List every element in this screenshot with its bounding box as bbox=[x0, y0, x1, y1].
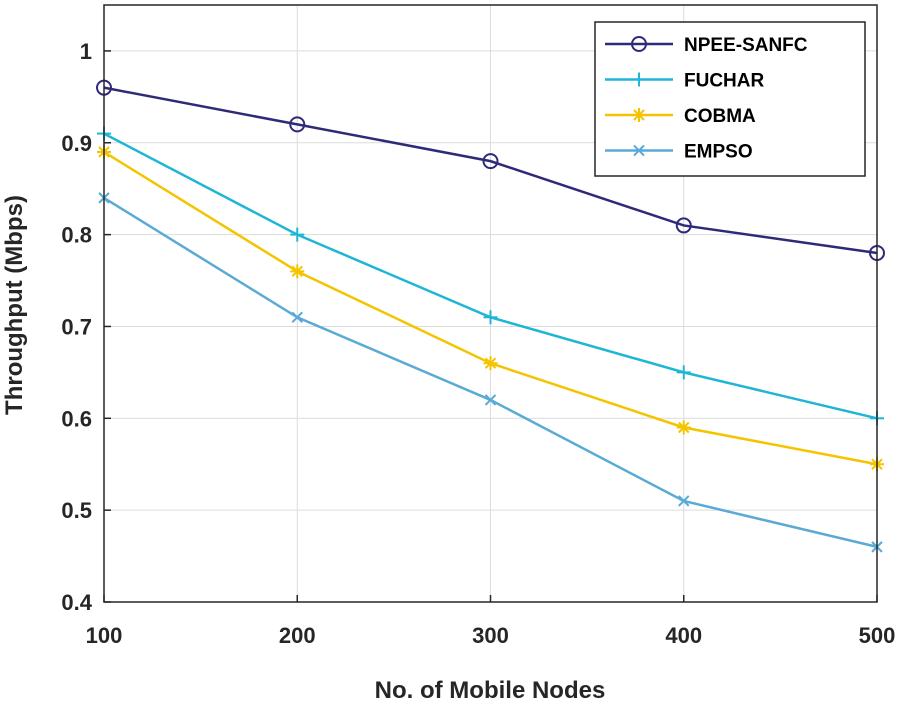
data-point bbox=[631, 36, 647, 52]
legend-entry: NPEE-SANFC bbox=[605, 35, 808, 56]
legend-label: FUCHAR bbox=[684, 71, 764, 92]
legend-entry: EMPSO bbox=[605, 142, 753, 163]
x-tick-label: 500 bbox=[859, 623, 896, 648]
data-point bbox=[632, 108, 646, 122]
x-tick-label: 300 bbox=[472, 623, 509, 648]
y-tick-label: 0.5 bbox=[61, 498, 92, 523]
data-point bbox=[678, 495, 690, 507]
legend-label: EMPSO bbox=[684, 142, 753, 163]
legend: NPEE-SANFC FUCHAR COBMA EMPSO bbox=[594, 21, 866, 177]
y-tick-label: 0.6 bbox=[61, 406, 92, 431]
series-line bbox=[103, 86, 878, 255]
x-tick-label: 400 bbox=[665, 623, 702, 648]
data-point bbox=[676, 420, 691, 435]
axis-ticks: 100 200 300 400 500 0.4 0.5 0.6 0.7 0.8 0.9 1 bbox=[61, 39, 895, 648]
data-point bbox=[632, 72, 646, 87]
y-tick-label: 0.8 bbox=[61, 223, 92, 248]
legend-entry: COBMA bbox=[605, 106, 756, 127]
x-axis-label: No. of Mobile Nodes bbox=[375, 677, 606, 704]
y-tick-label: 0.9 bbox=[61, 131, 92, 156]
series-cobma bbox=[97, 144, 884, 472]
data-point bbox=[675, 217, 692, 234]
x-tick-label: 100 bbox=[86, 623, 123, 648]
data-point bbox=[289, 116, 306, 133]
data-point bbox=[290, 264, 305, 279]
y-tick-label: 0.7 bbox=[61, 314, 92, 339]
data-point bbox=[482, 153, 499, 170]
legend-entry: FUCHAR bbox=[605, 71, 764, 92]
series-npee-sanfc bbox=[96, 79, 885, 261]
data-point bbox=[676, 365, 691, 380]
data-point bbox=[483, 356, 498, 371]
data-point bbox=[483, 310, 498, 325]
data-point bbox=[484, 394, 497, 406]
legend-label: NPEE-SANFC bbox=[684, 35, 808, 56]
x-tick-label: 200 bbox=[279, 623, 316, 648]
legend-label: COBMA bbox=[684, 106, 756, 127]
data-point bbox=[291, 311, 303, 323]
series-layer bbox=[96, 79, 885, 553]
y-axis-label: Throughput (Mbps) bbox=[1, 195, 28, 415]
y-tick-label: 1 bbox=[80, 39, 92, 64]
data-point bbox=[290, 227, 305, 242]
y-tick-label: 0.4 bbox=[61, 590, 92, 615]
data-point bbox=[633, 144, 645, 157]
